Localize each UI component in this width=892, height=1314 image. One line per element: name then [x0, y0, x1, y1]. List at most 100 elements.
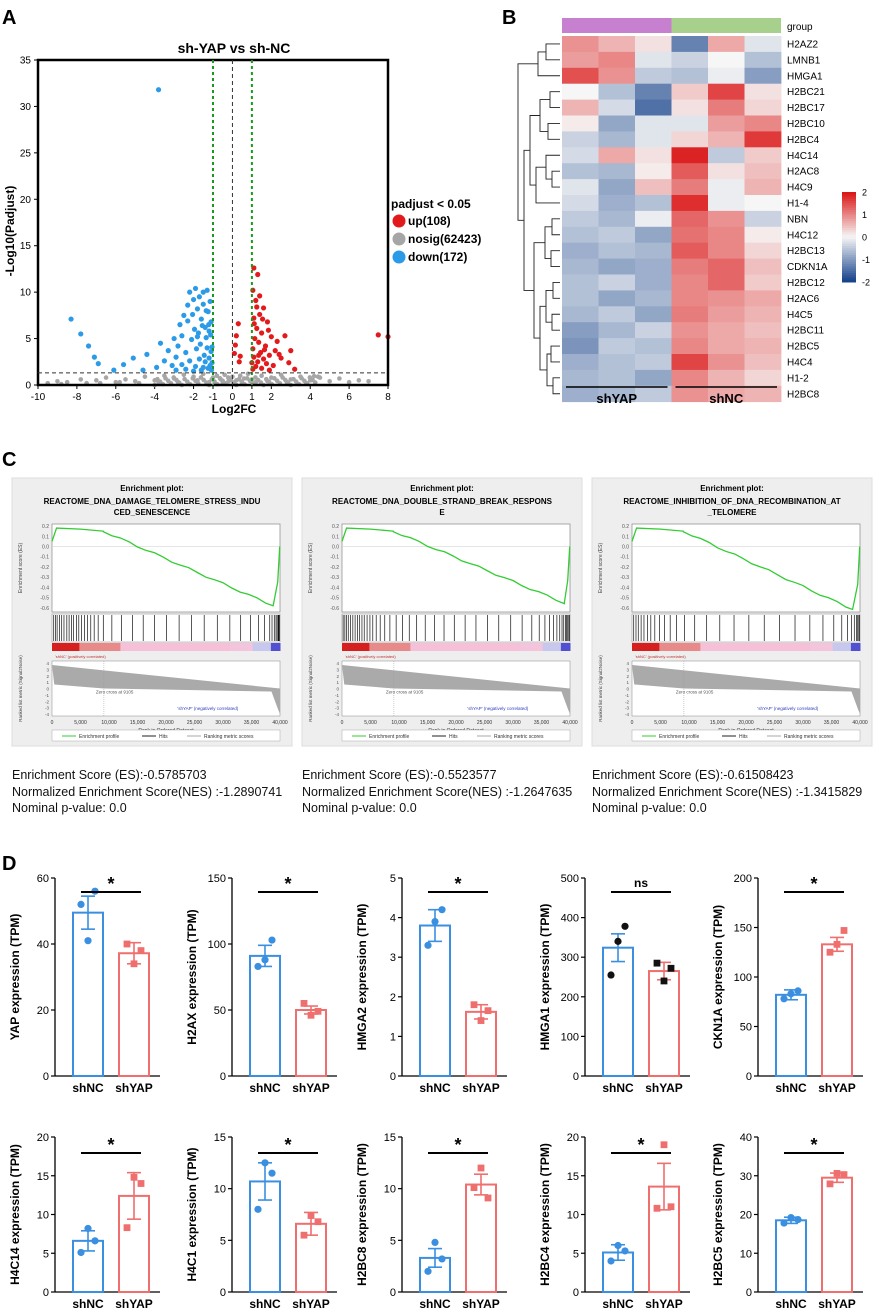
- gsea-metric-tick: 4: [626, 661, 629, 666]
- gsea-es-tick: -0.4: [620, 585, 629, 591]
- heatmap-cell: [744, 99, 782, 116]
- volcano-point-down: [130, 355, 136, 361]
- gsea-es-frame: [51, 523, 281, 613]
- bar-point-shNC: [607, 1257, 615, 1265]
- heatmap-gene-label: H2BC5: [787, 342, 820, 353]
- gsea-metric-tick: -2: [335, 699, 339, 704]
- bar-ylabel: HMGA1 expression (TPM): [538, 904, 552, 1051]
- bar-point-shYAP: [826, 948, 834, 956]
- volcano-point-down: [187, 358, 193, 364]
- bar-ytick-label: 0: [43, 1287, 49, 1299]
- gsea-metric-area: [342, 665, 570, 714]
- heatmap-cell: [744, 226, 782, 244]
- gsea-stats-3: Enrichment Score (ES):-0.61508423 Normal…: [592, 767, 862, 817]
- volcano-point-up: [236, 359, 242, 365]
- volcano-point-up: [256, 339, 262, 345]
- bar-shYAP: [821, 1176, 853, 1293]
- volcano-plot: sh-YAP vs sh-NC Log2FC -Log10(Padjust) -…: [3, 40, 481, 416]
- bar-ytick-label: 150: [208, 873, 226, 885]
- bar-ytick-label: 100: [208, 939, 226, 951]
- heatmap-cell: [708, 163, 745, 180]
- heatmap-legend-swatch: [842, 214, 856, 218]
- heatmap-cell: [635, 369, 672, 387]
- bar-ytick-label: 15: [37, 1171, 49, 1183]
- heatmap-legend-swatch: [842, 252, 856, 256]
- volcano-legend-title: padjust < 0.05: [391, 197, 471, 211]
- heatmap-cell: [562, 274, 599, 291]
- gsea-es-ylabel: Enrichment score (ES): [308, 543, 314, 594]
- heatmap-dendrogram-branch: [535, 166, 560, 204]
- gsea-es-1: Enrichment Score (ES):-0.5785703: [12, 768, 207, 782]
- heatmap-legend-swatch: [842, 277, 856, 281]
- heatmap-gene-label: H2BC4: [787, 135, 820, 146]
- heatmap-cell: [598, 36, 636, 53]
- gsea-es-3: Enrichment Score (ES):-0.61508423: [592, 768, 794, 782]
- gsea-es-tick: -0.6: [620, 606, 629, 612]
- volcano-ytick-label: 5: [25, 334, 31, 345]
- bar-ytick-label: 50: [214, 1005, 226, 1017]
- gsea-es-tick: 0.1: [42, 534, 49, 540]
- heatmap-legend-swatch: [842, 210, 856, 213]
- heatmap-cell: [708, 258, 745, 275]
- volcano-point-nosig: [113, 379, 119, 385]
- bar-point-shNC: [254, 1205, 262, 1213]
- gsea-xtick: 25,000: [767, 720, 783, 726]
- heatmap-legend-swatch: [842, 279, 856, 283]
- heatmap-cell: [562, 226, 599, 244]
- heatmap-cell: [744, 290, 782, 307]
- volcano-point-up: [256, 352, 262, 358]
- gsea-legend-label: Ranking metric scores: [494, 734, 544, 740]
- heatmap-legend-swatch: [842, 268, 856, 272]
- bar-point-shNC: [787, 1214, 795, 1222]
- volcano-point-down: [177, 322, 183, 328]
- volcano-point-down: [192, 363, 199, 370]
- heatmap-legend-swatch: [842, 257, 856, 260]
- heatmap-cell: [598, 338, 636, 355]
- gsea-es-frame: [631, 523, 861, 613]
- volcano-point-down: [189, 336, 195, 343]
- heatmap-cell: [598, 99, 636, 116]
- volcano-point-down: [199, 322, 205, 329]
- heatmap-gene-label: H2BC21: [787, 87, 825, 98]
- bar-point-shNC: [780, 995, 788, 1003]
- volcano-point-up: [375, 332, 381, 338]
- volcano-point-up: [259, 330, 265, 336]
- gsea-metric-tick: -3: [335, 706, 339, 711]
- bar-ytick-label: 15: [384, 1132, 396, 1144]
- bar-significance-label: *: [454, 1135, 461, 1155]
- bar-significance-label: *: [284, 874, 291, 894]
- bar-chart-9: 0 5 10 15 20 H2BC4 expression (TPM) shNC shYAP *: [538, 1132, 690, 1311]
- heatmap-cell: [744, 354, 782, 371]
- bar-point-shYAP: [470, 1184, 478, 1192]
- volcano-point-nosig: [55, 378, 60, 384]
- heatmap-cell: [598, 163, 636, 180]
- gsea-xtick: 30,000: [795, 720, 811, 726]
- gsea-plot-header: Enrichment plot:: [700, 484, 764, 493]
- gsea-es-tick: 0.2: [622, 524, 629, 530]
- gsea-metric-tick: 0: [626, 687, 629, 692]
- bar-ytick-label: 20: [567, 1132, 579, 1144]
- heatmap-dendrogram-branch: [552, 282, 560, 299]
- heatmap-cell: [562, 322, 599, 339]
- volcano-point-down: [111, 367, 117, 373]
- heatmap-cell: [635, 51, 672, 69]
- volcano-point-up: [254, 325, 260, 331]
- bar-ytick-label: 200: [561, 992, 579, 1004]
- gsea-hits-frame: [51, 613, 281, 643]
- gsea-legend-box: [631, 729, 861, 742]
- volcano-point-down: [194, 334, 201, 340]
- heatmap-cell: [708, 306, 745, 323]
- gsea-es-tick: -0.3: [330, 575, 339, 581]
- heatmap-cell: [562, 195, 599, 212]
- heatmap-cell: [598, 306, 636, 323]
- heatmap-dendrogram-branch: [529, 115, 540, 186]
- gsea-xtick: 20,000: [448, 720, 464, 726]
- bar-xlabel: shYAP: [292, 1081, 330, 1095]
- gsea-metric-ylabel: Ranked list metric (Signal2Noise): [308, 655, 313, 722]
- bar-xlabel: shYAP: [645, 1081, 683, 1095]
- volcano-point-down: [155, 87, 162, 93]
- gsea-metric-tick: -3: [625, 706, 629, 711]
- heatmap-dendrogram-branch: [537, 51, 560, 77]
- volcano-point-down: [173, 367, 179, 373]
- gsea-enrichment-profile: [631, 527, 861, 611]
